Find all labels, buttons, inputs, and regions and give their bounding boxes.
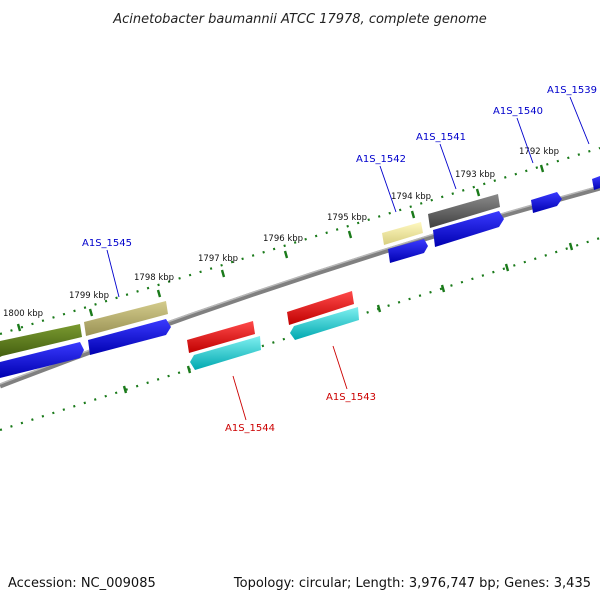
outer-major-ticks <box>16 164 545 332</box>
cds-forward-arrow[interactable] <box>0 342 84 378</box>
kbp-label: 1795 kbp <box>327 213 367 223</box>
genome-backbone <box>0 185 600 389</box>
feature-bars-outer <box>0 194 500 357</box>
gene-bar-pale-yellow[interactable] <box>382 222 423 245</box>
reverse-gene-labels: A1S_1544 A1S_1543 <box>225 345 376 434</box>
gene-label-forward[interactable]: A1S_1542 <box>356 154 406 165</box>
kbp-label-group: 1800 kbp 1799 kbp 1798 kbp 1797 kbp 1796… <box>3 147 559 319</box>
gene-label-reverse[interactable]: A1S_1543 <box>326 392 376 403</box>
cds-forward-arrow[interactable] <box>388 239 428 263</box>
kbp-label: 1792 kbp <box>519 147 559 157</box>
cds-forward-arrow[interactable] <box>531 192 562 213</box>
kbp-label: 1800 kbp <box>3 309 43 319</box>
leader-line <box>332 345 348 390</box>
gene-bar-red[interactable] <box>187 321 255 353</box>
cds-reverse-arrows <box>190 307 359 370</box>
kbp-label: 1797 kbp <box>198 254 238 264</box>
genome-backbone-highlight <box>0 185 600 385</box>
leader-line <box>379 165 397 213</box>
map-title: Acinetobacter baumannii ATCC 17978, comp… <box>112 12 487 27</box>
cds-forward-arrows <box>0 176 600 378</box>
leader-line <box>516 117 534 164</box>
leader-line <box>569 96 590 145</box>
leader-line <box>439 143 457 190</box>
leader-line <box>106 249 120 298</box>
cds-reverse-arrow[interactable] <box>290 307 359 340</box>
gene-bar-gray[interactable] <box>428 194 500 228</box>
cds-forward-arrow[interactable] <box>433 211 504 247</box>
kbp-label: 1798 kbp <box>134 273 174 283</box>
gene-label-reverse[interactable]: A1S_1544 <box>225 423 275 434</box>
gene-label-forward[interactable]: A1S_1540 <box>493 106 543 117</box>
cds-forward-arrow[interactable] <box>88 319 171 355</box>
gene-bar-khaki[interactable] <box>84 301 168 336</box>
kbp-label: 1799 kbp <box>69 291 109 301</box>
gene-label-forward[interactable]: A1S_1545 <box>82 238 132 249</box>
gene-label-forward[interactable]: A1S_1539 <box>547 85 597 96</box>
cds-forward-arrow[interactable] <box>592 176 600 190</box>
kbp-label: 1793 kbp <box>455 170 495 180</box>
kbp-label: 1796 kbp <box>263 234 303 244</box>
forward-gene-labels: A1S_1545 A1S_1542 A1S_1541 A1S_1540 A1S_… <box>82 85 597 298</box>
topology-summary-text: Topology: circular; Length: 3,976,747 bp… <box>233 576 591 591</box>
kbp-label: 1794 kbp <box>391 192 431 202</box>
gene-label-forward[interactable]: A1S_1541 <box>416 132 466 143</box>
gene-bar-olive[interactable] <box>0 324 82 357</box>
gene-bar-red[interactable] <box>287 291 354 325</box>
leader-line <box>232 375 247 421</box>
accession-text: Accession: NC_009085 <box>8 576 156 591</box>
cds-reverse-arrow[interactable] <box>190 336 261 370</box>
